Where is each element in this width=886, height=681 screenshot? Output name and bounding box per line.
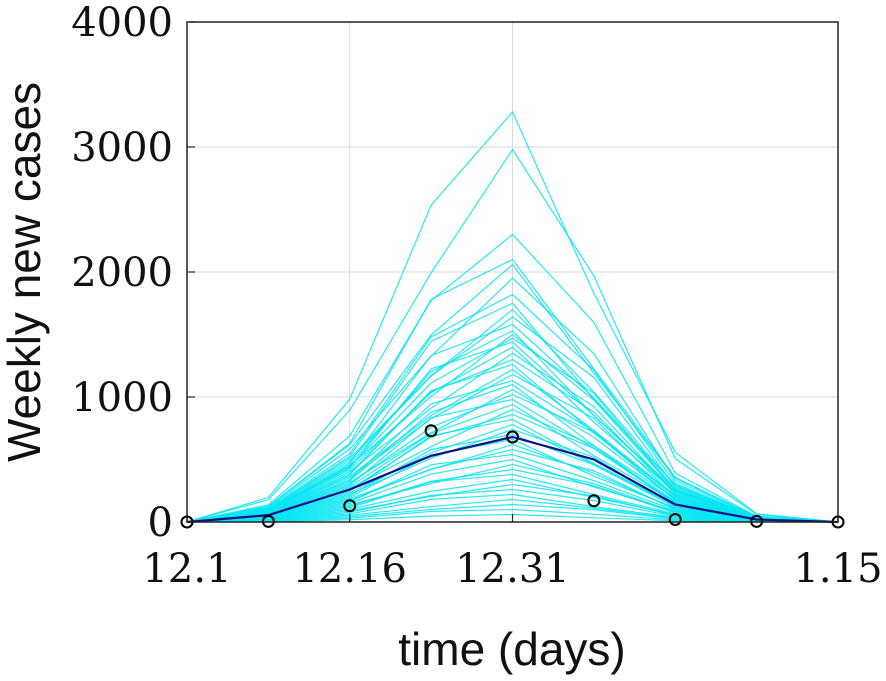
ensemble-line	[186, 233, 839, 523]
y-tick-label: 4000	[71, 0, 173, 46]
x-tick-label: 12.31	[455, 546, 570, 592]
x-axis-ticks: 12.1 12.16 12.31 1.15	[142, 514, 883, 592]
y-tick-label: 2000	[71, 250, 173, 296]
ensemble-line	[186, 148, 839, 523]
x-tick-label: 1.15	[793, 546, 882, 592]
mean-line-group	[186, 435, 839, 524]
observed-point	[424, 424, 438, 438]
y-tick-label: 1000	[71, 375, 173, 421]
y-tick-label: 0	[148, 500, 173, 546]
ensemble-line	[186, 277, 839, 523]
observed-point	[668, 513, 682, 526]
observed-point	[343, 499, 357, 513]
observed-point	[587, 494, 601, 508]
observed-point	[506, 430, 519, 444]
y-axis-label: Weekly new cases	[0, 82, 50, 462]
y-tick-label: 3000	[71, 125, 173, 171]
ensemble-line	[186, 110, 839, 523]
x-tick-label: 12.1	[142, 546, 231, 592]
x-axis-label: time (days)	[398, 623, 625, 675]
grid	[187, 22, 838, 522]
mean-line	[186, 435, 839, 524]
ensemble-line	[186, 263, 839, 523]
x-tick-label: 12.16	[292, 546, 407, 592]
y-axis-ticks: 0 1000 2000 3000 4000	[71, 0, 195, 546]
